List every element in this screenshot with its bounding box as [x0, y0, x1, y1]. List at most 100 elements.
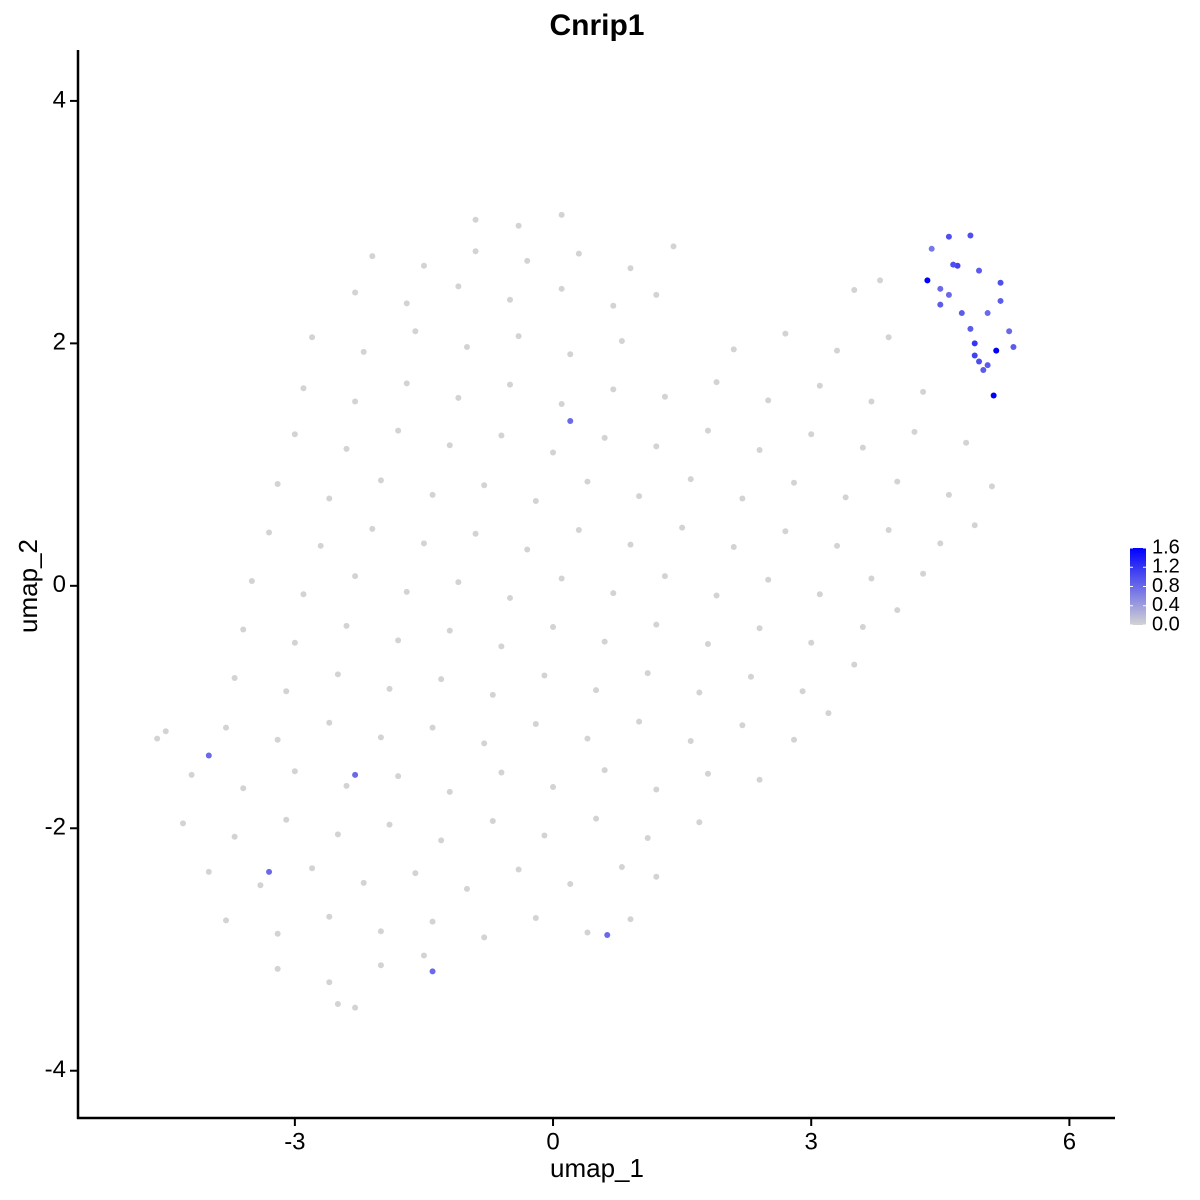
point [498, 432, 505, 439]
point [885, 334, 892, 341]
point [395, 427, 402, 434]
point [386, 685, 393, 692]
point [541, 672, 548, 679]
point [532, 914, 539, 921]
point [266, 868, 273, 875]
point [429, 724, 436, 731]
point [963, 439, 970, 446]
point [343, 622, 350, 629]
point [377, 928, 384, 935]
point [498, 643, 505, 650]
point [730, 544, 737, 551]
point [463, 885, 470, 892]
point [885, 527, 892, 534]
point [489, 817, 496, 824]
point [558, 285, 565, 292]
point [834, 347, 841, 354]
point [636, 718, 643, 725]
point [687, 737, 694, 744]
point [842, 494, 849, 501]
point [446, 442, 453, 449]
point [627, 265, 634, 272]
point [967, 232, 974, 239]
point [446, 627, 453, 634]
point [326, 719, 333, 726]
point [704, 770, 711, 777]
point [950, 261, 957, 268]
point [300, 591, 307, 598]
point [369, 253, 376, 260]
point [291, 431, 298, 438]
point [412, 328, 419, 335]
point [395, 773, 402, 780]
colorbar-label: 0.8 [1152, 575, 1180, 597]
point [593, 815, 600, 822]
point [274, 480, 281, 487]
point [687, 476, 694, 483]
y-tick-label: 0 [53, 571, 66, 598]
point [334, 1001, 341, 1008]
point [317, 542, 324, 549]
point [851, 287, 858, 294]
point [291, 768, 298, 775]
point [352, 1004, 359, 1011]
point [532, 497, 539, 504]
point [990, 392, 997, 399]
point [976, 358, 983, 365]
point [976, 267, 983, 274]
x-tick-label: 6 [1063, 1128, 1076, 1155]
point [653, 621, 660, 628]
point [816, 382, 823, 389]
point [481, 934, 488, 941]
point [653, 443, 660, 450]
point [868, 575, 875, 582]
point [524, 546, 531, 553]
point [730, 346, 737, 353]
y-tick-label: -4 [45, 1056, 66, 1083]
point [747, 673, 754, 680]
point [920, 388, 927, 395]
point [679, 524, 686, 531]
point [558, 211, 565, 218]
point [713, 379, 720, 386]
point [993, 347, 1000, 354]
point [937, 285, 944, 292]
point [704, 641, 711, 648]
point [834, 542, 841, 549]
point [618, 337, 625, 344]
point [610, 590, 617, 597]
point [343, 445, 350, 452]
point [920, 570, 927, 577]
point [179, 820, 186, 827]
point [791, 736, 798, 743]
point [377, 734, 384, 741]
point [859, 624, 866, 631]
point [274, 965, 281, 972]
point [420, 952, 427, 959]
point [756, 776, 763, 783]
point [868, 398, 875, 405]
point [997, 279, 1004, 286]
colorbar-label: 1.2 [1152, 556, 1180, 578]
point [739, 722, 746, 729]
point [498, 769, 505, 776]
point [756, 625, 763, 632]
point [274, 736, 281, 743]
point [438, 676, 445, 683]
point [429, 491, 436, 498]
x-axis-label: umap_1 [550, 1153, 644, 1183]
point [550, 624, 557, 631]
y-tick-label: 4 [53, 86, 66, 113]
point [601, 434, 608, 441]
point [455, 283, 462, 290]
point [958, 310, 965, 317]
point [541, 832, 548, 839]
point [713, 592, 720, 599]
point [472, 248, 479, 255]
point [455, 579, 462, 586]
point [334, 671, 341, 678]
point [627, 541, 634, 548]
point [1006, 328, 1013, 335]
point [360, 348, 367, 355]
point [756, 447, 763, 454]
